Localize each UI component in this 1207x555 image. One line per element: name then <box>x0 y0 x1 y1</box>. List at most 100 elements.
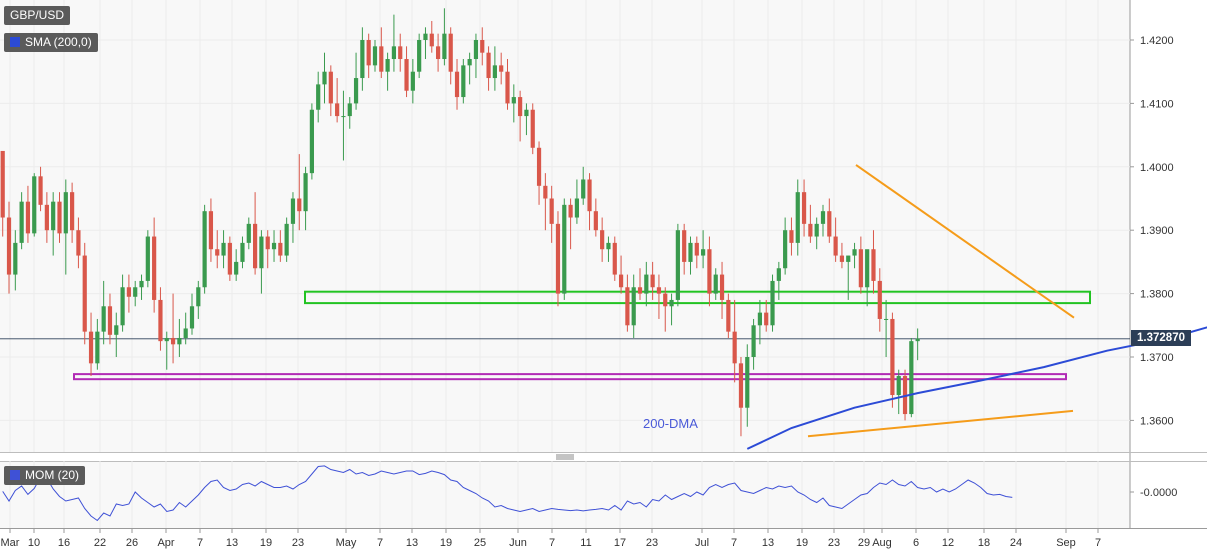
candle-down <box>536 147 542 186</box>
time-tick-label: 29 <box>858 537 870 549</box>
candle-up <box>145 236 150 281</box>
candle-up <box>745 357 750 408</box>
candle-down <box>253 223 258 269</box>
candle-down <box>158 299 163 342</box>
candle-down <box>480 40 485 53</box>
candle-down <box>719 274 725 300</box>
candle-up <box>303 173 308 212</box>
symbol-legend[interactable]: GBP/USD <box>4 6 71 25</box>
candle-down <box>208 211 214 250</box>
candle-up <box>259 236 264 269</box>
candle-up <box>751 325 756 357</box>
candle-down <box>568 204 573 218</box>
time-tick-label: 18 <box>978 537 990 549</box>
candle-down <box>587 179 592 212</box>
candle-down <box>707 249 712 294</box>
candle-down <box>366 40 371 66</box>
candle-down <box>801 192 807 224</box>
pane-resize-handle[interactable] <box>556 454 574 460</box>
price-tick-label: 1.4100 <box>1140 98 1174 110</box>
candle-up <box>63 192 68 234</box>
axis-labels: 1.4200 1.4100 1.4000 1.3900 1.3800 1.3700 1.36… <box>1 35 1178 549</box>
candle-down <box>486 52 491 79</box>
candle-up <box>795 192 800 243</box>
candle-up <box>524 109 529 117</box>
candle-down <box>808 223 813 237</box>
sma-legend[interactable]: SMA (200,0) <box>4 33 98 52</box>
candle-down <box>278 242 283 256</box>
candle-up <box>341 116 346 118</box>
price-tick-label: 1.3900 <box>1140 225 1174 237</box>
candle-up <box>120 287 125 326</box>
candle-down <box>518 97 523 117</box>
candle-up <box>271 242 277 250</box>
candle-up <box>51 201 56 231</box>
candle-up <box>865 249 870 288</box>
mom-swatch-icon <box>10 470 20 480</box>
candle-down <box>429 33 434 47</box>
time-tick-label: 26 <box>126 537 138 549</box>
candle-down <box>827 211 832 237</box>
candle-down <box>265 236 270 250</box>
candle-down <box>530 109 535 148</box>
candle-down <box>858 249 863 288</box>
candle-up <box>101 306 106 332</box>
candle-down <box>57 201 62 234</box>
purple-support-zone <box>73 373 1067 381</box>
mom-legend-label: MOM (20) <box>25 468 79 482</box>
time-tick-label: 7 <box>1095 537 1101 549</box>
candle-up <box>309 109 314 174</box>
candle-down <box>549 198 554 224</box>
candle-up <box>284 223 289 256</box>
candle-up <box>391 46 397 60</box>
candle-down <box>227 242 232 275</box>
candles <box>0 8 920 437</box>
candle-down <box>379 46 384 72</box>
candle-down <box>335 103 340 117</box>
candle-down <box>593 211 598 231</box>
candle-down <box>82 255 87 332</box>
price-tick-label: 1.4000 <box>1140 162 1174 174</box>
candle-up <box>776 268 781 281</box>
time-tick-label: 7 <box>731 537 737 549</box>
candle-up <box>461 65 466 98</box>
candle-up <box>290 198 296 224</box>
candle-down <box>0 150 5 218</box>
sma-legend-label: SMA (200,0) <box>25 35 92 49</box>
candle-down <box>25 201 31 234</box>
candle-up <box>13 242 18 275</box>
candle-up <box>675 230 680 300</box>
candle-up <box>442 33 447 60</box>
time-tick-label: 12 <box>942 537 954 549</box>
time-tick-label: 25 <box>474 537 486 549</box>
candle-up <box>562 204 567 294</box>
mom-legend[interactable]: MOM (20) <box>4 466 85 485</box>
candle-up <box>581 179 586 199</box>
candle-down <box>170 337 176 345</box>
support-trendline <box>807 409 1074 438</box>
time-tick-label: Apr <box>157 537 174 549</box>
candle-up <box>669 299 674 307</box>
candle-down <box>435 46 441 60</box>
candle-down <box>650 274 655 288</box>
candle-up <box>164 337 169 342</box>
candle-down <box>38 176 43 205</box>
candle-down <box>618 274 624 288</box>
time-tick-label: 19 <box>260 537 272 549</box>
candle-down <box>764 312 769 326</box>
candle-up <box>202 211 207 288</box>
candle-up <box>139 280 144 288</box>
candle-down <box>398 46 403 60</box>
time-tick-label: 13 <box>226 537 238 549</box>
candle-down <box>126 287 131 297</box>
candle-up <box>177 337 182 345</box>
support-resistance-levels <box>0 290 1130 381</box>
candle-up <box>915 338 920 342</box>
candle-down <box>152 236 157 300</box>
candle-up <box>183 328 188 338</box>
candle-down <box>76 230 81 256</box>
candle-down <box>70 192 75 231</box>
time-tick-label: 16 <box>58 537 70 549</box>
price-tick-label: 1.3700 <box>1140 352 1174 364</box>
